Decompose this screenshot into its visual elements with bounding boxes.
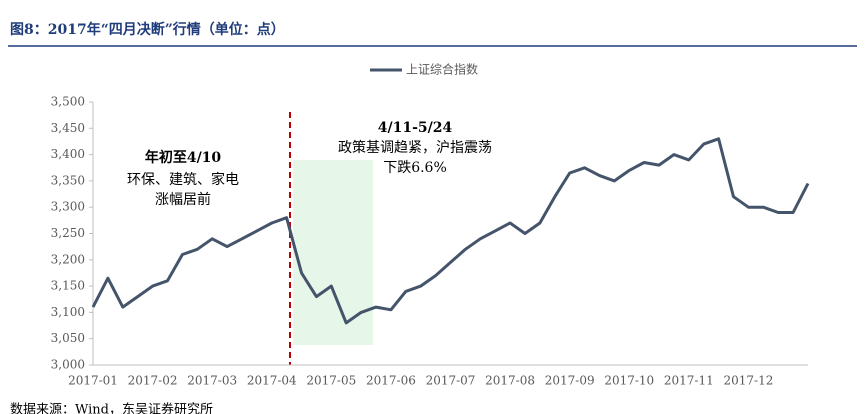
x-tick-label: 2017-05 (306, 374, 356, 388)
x-tick-label: 2017-04 (247, 374, 297, 388)
y-tick-label: 3,500 (51, 95, 85, 109)
y-tick-label: 3,350 (51, 173, 85, 187)
annotation: 4/11-5/24 (378, 120, 453, 136)
y-tick-label: 3,250 (51, 226, 85, 240)
y-tick-label: 3,300 (51, 200, 85, 214)
y-tick-label: 3,050 (51, 331, 85, 345)
decline-band (293, 160, 373, 345)
source: 数据来源：Wind，东吴证券研究所 (10, 402, 213, 414)
annotation: 环保、建筑、家电 (127, 171, 239, 188)
y-tick-label: 3,400 (51, 147, 85, 161)
x-tick-label: 2017-12 (723, 374, 773, 388)
x-tick-label: 2017-11 (664, 374, 714, 388)
y-tick-label: 3,200 (51, 252, 85, 266)
x-tick-label: 2017-07 (426, 374, 476, 388)
y-tick-label: 3,450 (51, 121, 85, 135)
x-tick-label: 2017-10 (604, 374, 654, 388)
x-tick-label: 2017-09 (545, 374, 595, 388)
x-tick-label: 2017-08 (485, 374, 535, 388)
annotation: 政策基调趋紧，沪指震荡 (338, 139, 492, 156)
annotation: 年初至4/10 (145, 149, 222, 166)
x-tick-label: 2017-02 (128, 374, 178, 388)
chart-title: 图8：2017年“四月决断”行情（单位：点） (10, 21, 285, 38)
legend-label: 上证综合指数 (406, 62, 478, 77)
annotation: 下跌6.6% (383, 160, 447, 176)
x-tick-label: 2017-01 (68, 374, 118, 388)
y-tick-label: 3,100 (51, 305, 85, 319)
series-line (91, 137, 810, 325)
x-tick-label: 2017-06 (366, 374, 416, 388)
x-tick-label: 2017-03 (187, 374, 237, 388)
y-tick-label: 3,150 (51, 279, 85, 293)
y-tick-label: 3,000 (51, 358, 85, 372)
annotation: 涨幅居前 (155, 191, 211, 208)
